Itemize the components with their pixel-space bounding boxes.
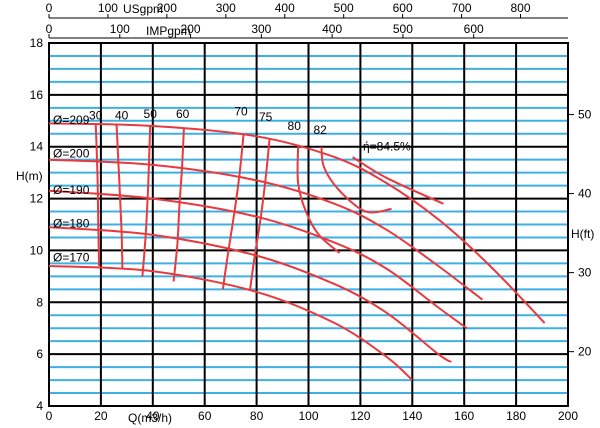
y-tick-label: 14 xyxy=(30,140,44,154)
head-curve xyxy=(48,265,413,381)
head-curve xyxy=(48,226,452,363)
x-tick-label: 160 xyxy=(454,409,474,423)
efficiency-value-label: 60 xyxy=(176,107,190,121)
y-tick-label: 6 xyxy=(36,347,43,361)
efficiency-value-label: 80 xyxy=(288,119,302,133)
efficiency-curve xyxy=(94,123,101,267)
efficiency-value-label: 30 xyxy=(89,108,103,122)
y2-tick-label: 40 xyxy=(578,187,592,201)
efficiency-curve xyxy=(221,133,245,290)
impgpm-tick-label: 400 xyxy=(322,22,342,36)
efficiency-value-label: 75 xyxy=(259,110,273,124)
efficiency-curve xyxy=(141,125,152,277)
x-tick-label: 60 xyxy=(198,409,212,423)
usgpm-axis-label: USgpm xyxy=(123,2,163,16)
y2-tick-label: 50 xyxy=(578,108,592,122)
impeller-diameter-label: Ø=180 xyxy=(53,217,90,231)
y-tick-label: 16 xyxy=(30,88,44,102)
bep-efficiency-label: ή=84.5% xyxy=(363,140,411,154)
usgpm-tick-label: 200 xyxy=(157,1,177,15)
usgpm-tick-label: 500 xyxy=(334,1,354,15)
x-tick-label: 80 xyxy=(250,409,264,423)
grid xyxy=(48,42,569,407)
impgpm-tick-label: 300 xyxy=(251,22,271,36)
usgpm-tick-label: 700 xyxy=(452,1,472,15)
x-tick-label: 0 xyxy=(46,409,53,423)
y-axis-label: H(m) xyxy=(16,169,43,183)
efficiency-curve xyxy=(320,146,392,214)
x-tick-label: 40 xyxy=(146,409,160,423)
x-tick-label: 100 xyxy=(298,409,318,423)
x-tick-label: 180 xyxy=(506,409,526,423)
efficiency-curve xyxy=(115,123,124,269)
head-curve xyxy=(48,158,484,301)
usgpm-tick-label: 300 xyxy=(216,1,236,15)
usgpm-tick-label: 0 xyxy=(46,1,53,15)
head-curve xyxy=(48,122,546,324)
y2-axis-label: H(ft) xyxy=(571,227,594,241)
bep-line xyxy=(352,156,444,205)
efficiency-value-label: 70 xyxy=(234,105,248,119)
efficiency-value-label: 82 xyxy=(313,123,327,137)
efficiency-curve xyxy=(249,138,271,290)
impgpm-tick-label: 200 xyxy=(181,22,201,36)
impgpm-axis-label: IMPgpm xyxy=(146,24,191,38)
y-tick-label: 18 xyxy=(30,36,44,50)
usgpm-tick-label: 400 xyxy=(275,1,295,15)
x-tick-label: 120 xyxy=(350,409,370,423)
impeller-diameter-label: Ø=209 xyxy=(53,113,90,127)
y2-tick-label: 20 xyxy=(578,345,592,359)
x-tick-label: 140 xyxy=(402,409,422,423)
x-axis-label: Q(m3/h) xyxy=(128,411,172,425)
impeller-diameter-label: Ø=170 xyxy=(53,250,90,264)
impeller-diameter-label: Ø=200 xyxy=(53,147,90,161)
y-tick-label: 10 xyxy=(30,243,44,257)
y-tick-label: 12 xyxy=(30,192,44,206)
curve-labels: Ø=209 Ø=200 Ø=190 Ø=180 Ø=170 ή=84.5% 30 40 50 60… xyxy=(53,105,411,265)
curves xyxy=(48,122,546,381)
x-tick-label: 200 xyxy=(558,409,578,423)
y2-tick-label: 30 xyxy=(578,266,592,280)
axis-ticks: 0 20 40 60 80 100 120 140 160 180 2004681012141618… xyxy=(30,1,592,423)
x-tick-label: 20 xyxy=(94,409,108,423)
plot-frame xyxy=(48,42,569,407)
usgpm-tick-label: 100 xyxy=(98,1,118,15)
efficiency-value-label: 40 xyxy=(115,108,129,122)
impgpm-tick-label: 0 xyxy=(46,22,53,36)
efficiency-curve xyxy=(172,128,185,282)
impeller-diameter-label: Ø=190 xyxy=(53,183,90,197)
impgpm-tick-label: 500 xyxy=(393,22,413,36)
impgpm-tick-label: 600 xyxy=(464,22,484,36)
usgpm-tick-label: 600 xyxy=(393,1,413,15)
impgpm-tick-label: 100 xyxy=(110,22,130,36)
efficiency-curve xyxy=(296,146,341,254)
y-tick-label: 8 xyxy=(36,295,43,309)
y-tick-label: 4 xyxy=(36,399,43,413)
efficiency-value-label: 50 xyxy=(144,107,158,121)
usgpm-tick-label: 800 xyxy=(510,1,530,15)
